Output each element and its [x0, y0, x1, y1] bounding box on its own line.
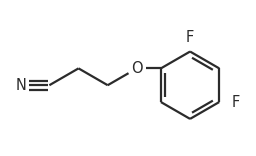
Text: F: F — [231, 95, 239, 110]
Text: O: O — [131, 61, 143, 76]
Text: N: N — [15, 78, 26, 93]
Text: F: F — [186, 30, 194, 45]
